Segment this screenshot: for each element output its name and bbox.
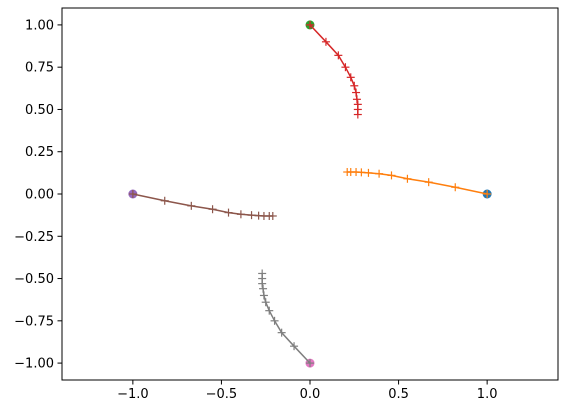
x-tick-label: −1.0 [117, 387, 149, 402]
y-tick-label: 0.00 [25, 188, 54, 203]
series-point-marker [375, 169, 384, 178]
series-point-marker [128, 190, 137, 198]
series-point-marker [346, 73, 355, 82]
series-point-marker [483, 190, 492, 198]
y-tick-label: 0.75 [25, 61, 54, 76]
series-point-marker [334, 51, 343, 60]
series-point-marker [451, 183, 460, 192]
series-point-marker [270, 316, 279, 325]
series-point-marker [350, 81, 359, 90]
x-tick-label: 0.0 [300, 387, 321, 402]
plot-area: −1.0 −0.5 0.0 0.5 1.0 1.00 0.75 0.50 0.25 0.00 −0.… [14, 7, 559, 402]
y-tick-label: −1.00 [14, 357, 54, 372]
series-point-marker [364, 168, 373, 177]
y-tick-label: 0.25 [25, 145, 54, 160]
series-point-marker [261, 298, 270, 307]
y-tick-label: −0.25 [14, 230, 54, 245]
series-point-marker [403, 174, 412, 183]
series-point-marker [343, 168, 352, 177]
series-point-marker [259, 291, 268, 300]
series-point-marker [265, 306, 274, 315]
series-point-marker [353, 110, 362, 119]
x-tick-label: 1.0 [477, 387, 498, 402]
x-tick-label: 0.5 [388, 387, 409, 402]
series-point-marker [268, 211, 277, 220]
series-point-marker [236, 210, 245, 219]
series-point-marker [290, 342, 299, 351]
series-point-marker [387, 171, 396, 180]
series-point-marker [224, 208, 233, 217]
series-point-marker [208, 205, 217, 214]
series-point-marker [424, 178, 433, 187]
series-point-marker [258, 269, 267, 278]
series-point-marker [259, 284, 268, 293]
series-point-marker [341, 63, 350, 72]
y-tick-label: −0.75 [14, 314, 54, 329]
series-point-marker [321, 37, 330, 46]
series-point-marker [352, 88, 361, 97]
series-point-marker [160, 196, 169, 205]
x-tick-label: −0.5 [206, 387, 238, 402]
y-tick-label: 0.50 [25, 103, 54, 118]
series-point-marker [306, 359, 314, 368]
series-point-marker [187, 201, 196, 210]
series-point-marker [247, 211, 256, 220]
y-tick-label: 1.00 [25, 18, 54, 33]
series-point-marker [306, 20, 314, 29]
y-tick-label: −0.50 [14, 272, 54, 287]
series-point-marker [352, 95, 361, 104]
series-point-marker [277, 328, 286, 337]
